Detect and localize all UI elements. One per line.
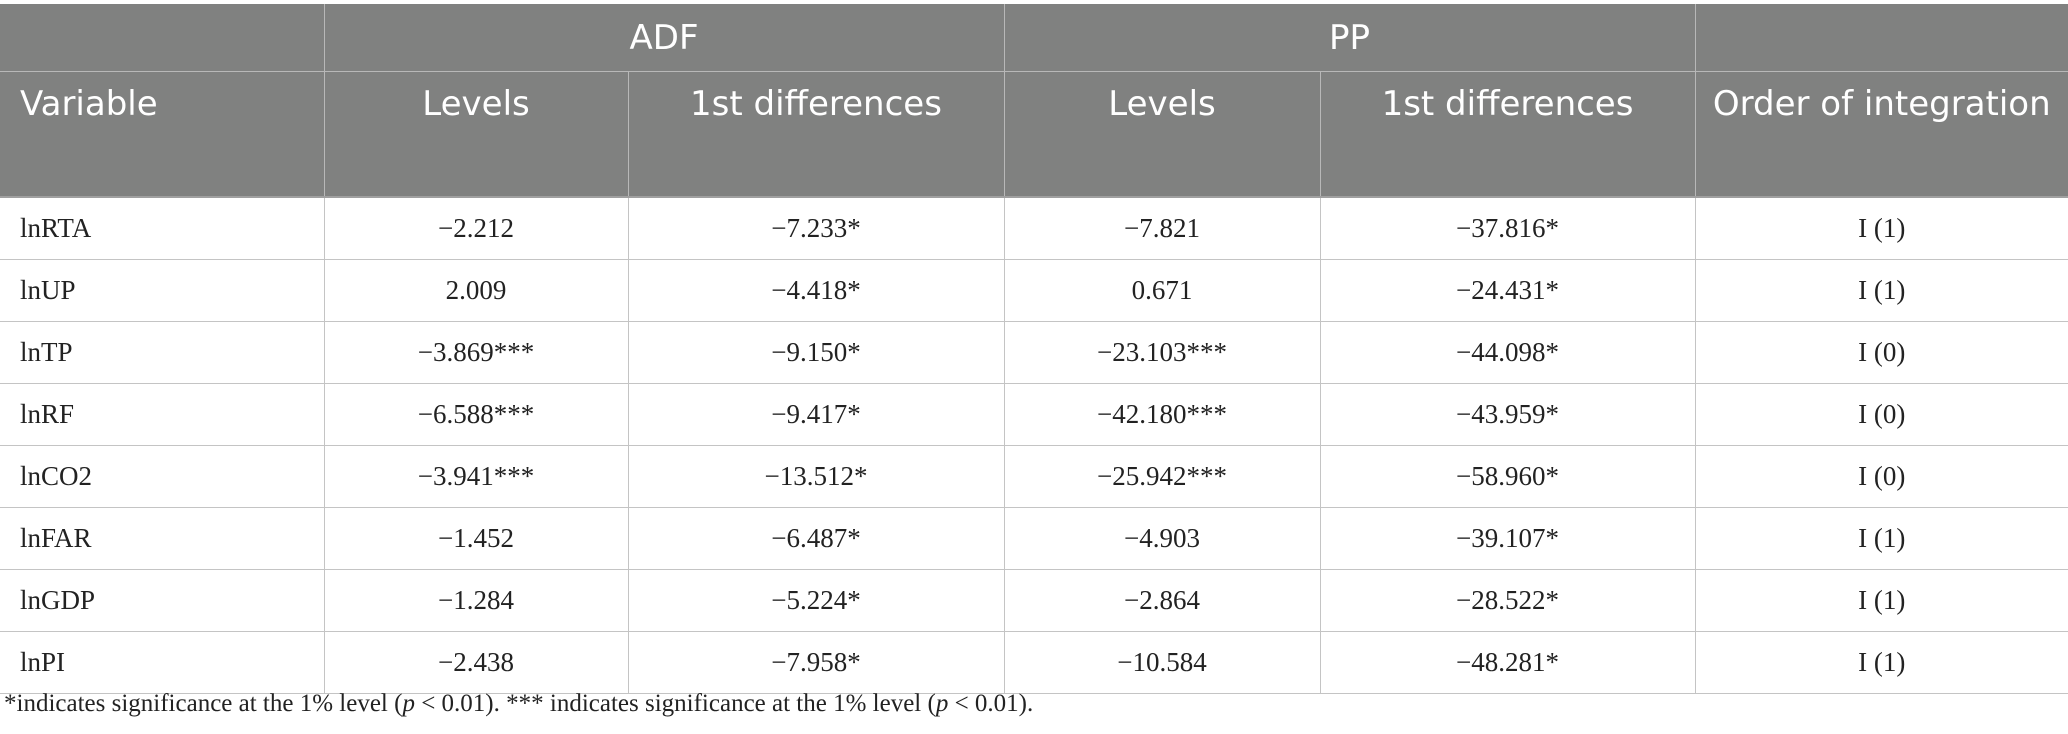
table-row: lnFAR −1.452 −6.487* −4.903 −39.107* I (1) (0, 507, 2068, 570)
pp-levels-cell: −23.103*** (1003, 321, 1321, 384)
pp-diff-cell: −44.098* (1319, 321, 1696, 384)
variable-cell: lnRF (0, 383, 325, 446)
variable-cell: lnPI (0, 631, 325, 694)
adf-levels-cell: −3.941*** (323, 445, 629, 508)
pp-diff-cell: −28.522* (1319, 569, 1696, 632)
pp-diff-cell: −48.281* (1319, 631, 1696, 694)
table-row: lnUP 2.009 −4.418* 0.671 −24.431* I (1) (0, 259, 2068, 322)
variable-cell: lnUP (0, 259, 325, 322)
adf-levels-cell: −2.438 (323, 631, 629, 694)
adf-diff-cell: −4.418* (627, 259, 1005, 322)
pp-levels-cell: −2.864 (1003, 569, 1321, 632)
table-row: lnRF −6.588*** −9.417* −42.180*** −43.959* I … (0, 383, 2068, 446)
pp-diff-cell: −43.959* (1319, 383, 1696, 446)
adf-diff-cell: −13.512* (627, 445, 1005, 508)
adf-levels-cell: −1.284 (323, 569, 629, 632)
adf-diff-cell: −7.958* (627, 631, 1005, 694)
blank-header-cell (1694, 4, 2068, 72)
adf-diff-cell: −9.150* (627, 321, 1005, 384)
pp-levels-cell: 0.671 (1003, 259, 1321, 322)
pp-levels-cell: −10.584 (1003, 631, 1321, 694)
table-row: lnTP −3.869*** −9.150* −23.103*** −44.098* I … (0, 321, 2068, 384)
adf-group-header: ADF (323, 4, 1005, 72)
variable-cell: lnRTA (0, 197, 325, 260)
footnote-text: *indicates significance at the 1% level … (4, 690, 403, 717)
order-cell: I (0) (1694, 383, 2068, 446)
pp-levels-cell: −25.942*** (1003, 445, 1321, 508)
pp-diff-header: 1st differences (1319, 71, 1696, 198)
group-header-row: ADF PP (0, 4, 2068, 72)
footnote-p: p (402, 690, 415, 717)
table-row: lnGDP −1.284 −5.224* −2.864 −28.522* I (1) (0, 569, 2068, 632)
footnote-text: < 0.01). (948, 690, 1034, 717)
column-header-row: Variable Levels 1st differences Levels 1… (0, 71, 2068, 198)
pp-diff-cell: −58.960* (1319, 445, 1696, 508)
pp-group-header: PP (1003, 4, 1696, 72)
pp-levels-cell: −7.821 (1003, 197, 1321, 260)
table-row: lnPI −2.438 −7.958* −10.584 −48.281* I (1) (0, 631, 2068, 694)
pp-diff-cell: −24.431* (1319, 259, 1696, 322)
pp-diff-cell: −37.816* (1319, 197, 1696, 260)
pp-levels-cell: −4.903 (1003, 507, 1321, 570)
order-header: Order of integration (1694, 71, 2068, 198)
table-footnote: *indicates significance at the 1% level … (4, 690, 1033, 718)
order-cell: I (1) (1694, 631, 2068, 694)
table-row: lnCO2 −3.941*** −13.512* −25.942*** −58.960*… (0, 445, 2068, 508)
pp-levels-cell: −42.180*** (1003, 383, 1321, 446)
pp-levels-header: Levels (1003, 71, 1321, 198)
order-cell: I (1) (1694, 569, 2068, 632)
order-cell: I (1) (1694, 507, 2068, 570)
variable-cell: lnTP (0, 321, 325, 384)
variable-cell: lnCO2 (0, 445, 325, 508)
table-body: lnRTA −2.212 −7.233* −7.821 −37.816* I (1) lnU… (0, 197, 2068, 694)
unit-root-test-table: ADF PP Variable Levels 1st differences L… (0, 4, 2068, 694)
variable-cell: lnGDP (0, 569, 325, 632)
footnote-text: < 0.01). *** indicates significance at t… (414, 690, 936, 717)
adf-levels-header: Levels (323, 71, 629, 198)
table-container: ADF PP Variable Levels 1st differences L… (0, 4, 2068, 694)
adf-levels-cell: 2.009 (323, 259, 629, 322)
adf-levels-cell: −6.588*** (323, 383, 629, 446)
adf-levels-cell: −1.452 (323, 507, 629, 570)
adf-levels-cell: −3.869*** (323, 321, 629, 384)
variable-cell: lnFAR (0, 507, 325, 570)
table-row: lnRTA −2.212 −7.233* −7.821 −37.816* I (1) (0, 197, 2068, 260)
adf-diff-header: 1st differences (627, 71, 1005, 198)
adf-levels-cell: −2.212 (323, 197, 629, 260)
footnote-p: p (935, 690, 949, 717)
adf-diff-cell: −9.417* (627, 383, 1005, 446)
adf-diff-cell: −6.487* (627, 507, 1005, 570)
order-cell: I (1) (1694, 197, 2068, 260)
blank-header-cell (0, 4, 325, 72)
adf-diff-cell: −5.224* (627, 569, 1005, 632)
variable-header: Variable (0, 71, 325, 198)
order-cell: I (0) (1694, 445, 2068, 508)
order-cell: I (0) (1694, 321, 2068, 384)
adf-diff-cell: −7.233* (627, 197, 1005, 260)
order-cell: I (1) (1694, 259, 2068, 322)
pp-diff-cell: −39.107* (1319, 507, 1696, 570)
